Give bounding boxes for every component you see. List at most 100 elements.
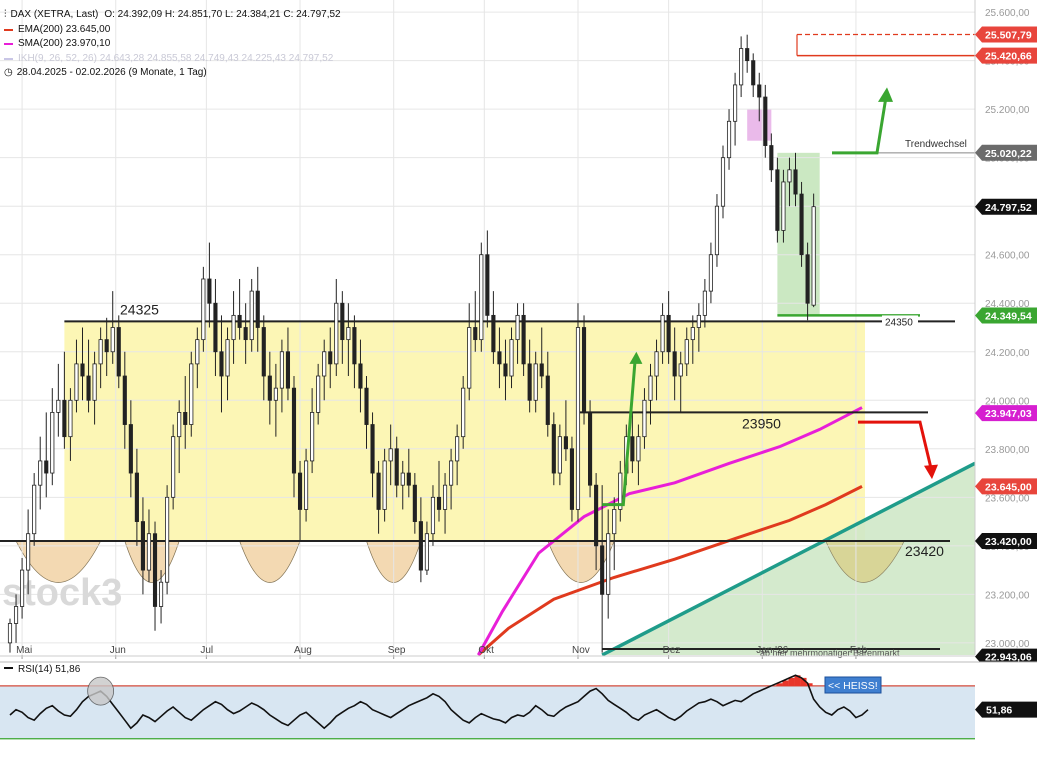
- candle[interactable]: [678, 351, 683, 413]
- candle[interactable]: [654, 339, 659, 401]
- candle[interactable]: [134, 448, 139, 546]
- price-tag[interactable]: 23.947,03: [975, 405, 1037, 422]
- candle[interactable]: [714, 194, 720, 267]
- candle[interactable]: [406, 448, 411, 498]
- candle[interactable]: [569, 436, 575, 522]
- candle[interactable]: [551, 412, 556, 486]
- candle[interactable]: [509, 327, 514, 389]
- candle[interactable]: [304, 448, 309, 522]
- price-tag[interactable]: 25.507,79: [975, 26, 1037, 43]
- candle[interactable]: [769, 133, 774, 182]
- ema200-line[interactable]: [477, 485, 863, 657]
- candle[interactable]: [364, 376, 369, 449]
- price-tag[interactable]: 24.797,52: [975, 198, 1037, 215]
- candle[interactable]: [799, 181, 804, 267]
- candle[interactable]: [527, 339, 532, 413]
- candle[interactable]: [642, 388, 647, 449]
- candle[interactable]: [690, 315, 695, 364]
- candle[interactable]: [255, 266, 260, 352]
- rsi-value-tag[interactable]: 51,86: [975, 701, 1037, 718]
- candle[interactable]: [455, 424, 460, 486]
- candle[interactable]: [684, 327, 689, 377]
- candle[interactable]: [467, 303, 472, 401]
- candle[interactable]: [32, 473, 37, 546]
- candle[interactable]: [497, 327, 502, 389]
- legend-ema[interactable]: EMA(200) 23.645,00: [4, 23, 341, 38]
- candle[interactable]: [636, 424, 641, 486]
- candle[interactable]: [503, 339, 508, 401]
- candle[interactable]: [26, 509, 31, 595]
- candle[interactable]: [291, 376, 297, 498]
- candle[interactable]: [128, 400, 133, 498]
- candle[interactable]: [177, 400, 182, 474]
- candle[interactable]: [612, 497, 617, 571]
- candle[interactable]: [183, 376, 188, 449]
- candle[interactable]: [545, 351, 550, 437]
- candle[interactable]: [479, 242, 484, 352]
- candle[interactable]: [152, 521, 158, 631]
- rsi-line[interactable]: [9, 674, 869, 730]
- legend-sma[interactable]: SMA(200) 23.970,10: [4, 37, 341, 52]
- candle[interactable]: [720, 145, 726, 219]
- candle[interactable]: [775, 157, 780, 243]
- candle[interactable]: [618, 460, 623, 522]
- candle[interactable]: [352, 315, 357, 389]
- candle[interactable]: [630, 412, 635, 474]
- candle[interactable]: [412, 473, 417, 534]
- candle[interactable]: [666, 291, 671, 364]
- candle[interactable]: [382, 448, 387, 522]
- price-tag[interactable]: 23.645,00: [975, 478, 1037, 495]
- candle[interactable]: [388, 424, 393, 486]
- candle[interactable]: [726, 109, 732, 170]
- sma200-line[interactable]: [476, 406, 863, 656]
- candle[interactable]: [346, 303, 351, 377]
- candle[interactable]: [394, 436, 399, 498]
- candle[interactable]: [44, 412, 49, 498]
- candle[interactable]: [485, 230, 490, 328]
- candle[interactable]: [340, 291, 345, 364]
- price-tag[interactable]: 24.349,54: [975, 307, 1037, 324]
- candle[interactable]: [588, 400, 593, 498]
- candle[interactable]: [648, 363, 653, 425]
- candle[interactable]: [702, 278, 707, 328]
- candle[interactable]: [20, 557, 25, 619]
- candle[interactable]: [430, 485, 436, 546]
- candle[interactable]: [195, 327, 200, 389]
- legend-ikh[interactable]: IKH(9, 26, 52, 26) 24.643,28 24.855,58 2…: [4, 52, 341, 67]
- candle[interactable]: [745, 34, 750, 73]
- candle[interactable]: [581, 315, 587, 425]
- candle[interactable]: [449, 448, 454, 510]
- candle[interactable]: [594, 473, 599, 571]
- candle[interactable]: [158, 570, 164, 624]
- candle[interactable]: [189, 351, 194, 437]
- candle[interactable]: [606, 509, 611, 619]
- price-tag[interactable]: 25.420,66: [975, 47, 1037, 64]
- candle[interactable]: [92, 351, 97, 425]
- candle[interactable]: [521, 303, 526, 377]
- candle[interactable]: [74, 339, 79, 413]
- candle[interactable]: [461, 376, 466, 449]
- candle[interactable]: [316, 363, 321, 425]
- candle[interactable]: [424, 521, 429, 575]
- candle[interactable]: [442, 473, 448, 534]
- candle[interactable]: [231, 291, 236, 364]
- candle[interactable]: [400, 460, 405, 510]
- candle[interactable]: [660, 303, 665, 364]
- candle[interactable]: [600, 485, 605, 653]
- candle[interactable]: [805, 242, 810, 321]
- candle[interactable]: [86, 339, 91, 413]
- candle[interactable]: [739, 36, 744, 98]
- candle[interactable]: [146, 509, 152, 583]
- candle[interactable]: [334, 278, 339, 377]
- trend-line[interactable]: [601, 461, 976, 657]
- candle[interactable]: [781, 169, 786, 243]
- candle[interactable]: [13, 594, 19, 643]
- candle[interactable]: [708, 242, 713, 304]
- candle[interactable]: [98, 327, 103, 389]
- candle[interactable]: [50, 388, 55, 486]
- candle[interactable]: [539, 327, 544, 389]
- candle[interactable]: [68, 388, 73, 461]
- candle[interactable]: [243, 303, 248, 364]
- candle[interactable]: [56, 363, 61, 437]
- candle[interactable]: [38, 436, 43, 510]
